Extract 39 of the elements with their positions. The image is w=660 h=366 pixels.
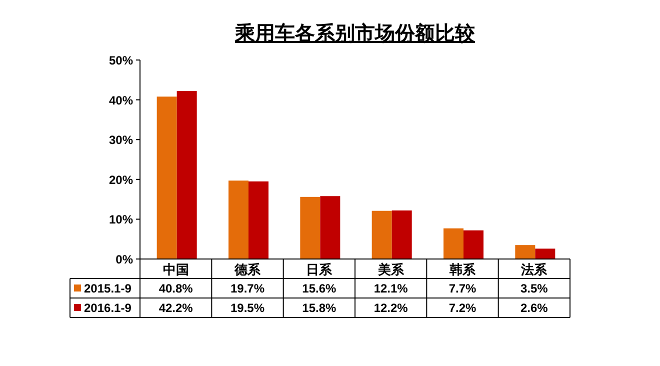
bar (320, 196, 340, 259)
data-label: 15.6% (302, 282, 337, 296)
y-tick-label: 10% (108, 212, 134, 227)
x-tick-label: 中国 (162, 262, 189, 277)
data-label: 12.2% (374, 301, 408, 315)
bar (228, 180, 248, 259)
chart-title: 乘用车各系别市场份额比较 (234, 22, 476, 45)
legend-label: 2015.1-9 (84, 282, 132, 296)
bar (300, 196, 320, 259)
data-label: 7.2% (448, 301, 476, 315)
data-label: 40.8% (158, 282, 194, 296)
y-tick-label: 20% (108, 172, 134, 187)
x-tick-label: 法系 (520, 262, 548, 277)
x-tick-label: 日系 (306, 262, 334, 277)
data-label: 2.6% (520, 301, 548, 315)
x-tick-label: 德系 (234, 262, 262, 277)
data-label: 7.7% (448, 282, 476, 296)
legend-label: 2016.1-9 (84, 301, 132, 315)
y-tick-label: 30% (108, 133, 134, 148)
bar (392, 210, 412, 259)
bar (515, 245, 536, 259)
data-label: 12.1% (374, 282, 408, 296)
data-label: 42.2% (158, 301, 194, 315)
data-label: 15.8% (302, 301, 337, 315)
data-label: 19.5% (230, 301, 265, 315)
bar (156, 96, 177, 259)
y-tick-label: 0% (116, 252, 134, 266)
bar (372, 210, 392, 259)
data-label: 19.7% (230, 282, 265, 296)
bar (176, 91, 197, 259)
bar (464, 230, 484, 259)
data-label: 3.5% (520, 282, 548, 296)
x-tick-label: 韩系 (448, 262, 476, 277)
bar (535, 248, 556, 259)
x-tick-label: 美系 (376, 262, 405, 277)
bar (444, 228, 464, 259)
y-tick-label: 40% (108, 93, 134, 108)
y-tick-label: 50% (108, 54, 134, 68)
bar (248, 181, 268, 259)
